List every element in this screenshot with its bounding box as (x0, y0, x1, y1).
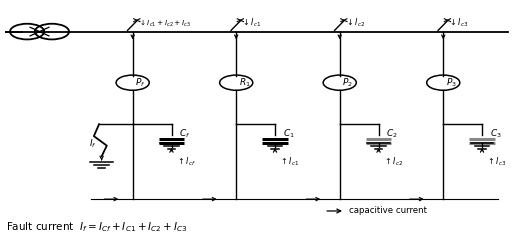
Text: capacitive current: capacitive current (349, 206, 427, 216)
Text: $\uparrow I_{cf}$: $\uparrow I_{cf}$ (175, 155, 196, 168)
Text: $C_1$: $C_1$ (283, 127, 295, 140)
Text: $C_f$: $C_f$ (179, 127, 190, 140)
Text: $\downarrow I_{c1}$: $\downarrow I_{c1}$ (241, 17, 262, 29)
Text: $P_f$: $P_f$ (135, 76, 146, 89)
Text: $P_3$: $P_3$ (446, 76, 457, 89)
Text: $\uparrow I_{c1}$: $\uparrow I_{c1}$ (279, 155, 299, 168)
Text: $\uparrow I_{c3}$: $\uparrow I_{c3}$ (486, 155, 507, 168)
Text: $R_1$: $R_1$ (239, 76, 251, 89)
Text: $\downarrow I_{c1}+I_{c2}+I_{c3}$: $\downarrow I_{c1}+I_{c2}+I_{c3}$ (138, 18, 191, 29)
Text: $P_2$: $P_2$ (343, 76, 353, 89)
Text: $I_f$: $I_f$ (89, 137, 97, 150)
Text: $C_3$: $C_3$ (490, 127, 501, 140)
Text: $\downarrow I_{c2}$: $\downarrow I_{c2}$ (345, 17, 365, 29)
Text: Fault current  $I_f = I_{Cf} + I_{C1} + I_{C2} + I_{C3}$: Fault current $I_f = I_{Cf} + I_{C1} + I… (6, 220, 187, 234)
Text: $C_2$: $C_2$ (386, 127, 398, 140)
Text: $\uparrow I_{c2}$: $\uparrow I_{c2}$ (383, 155, 403, 168)
Text: $\downarrow I_{c3}$: $\downarrow I_{c3}$ (448, 17, 469, 29)
